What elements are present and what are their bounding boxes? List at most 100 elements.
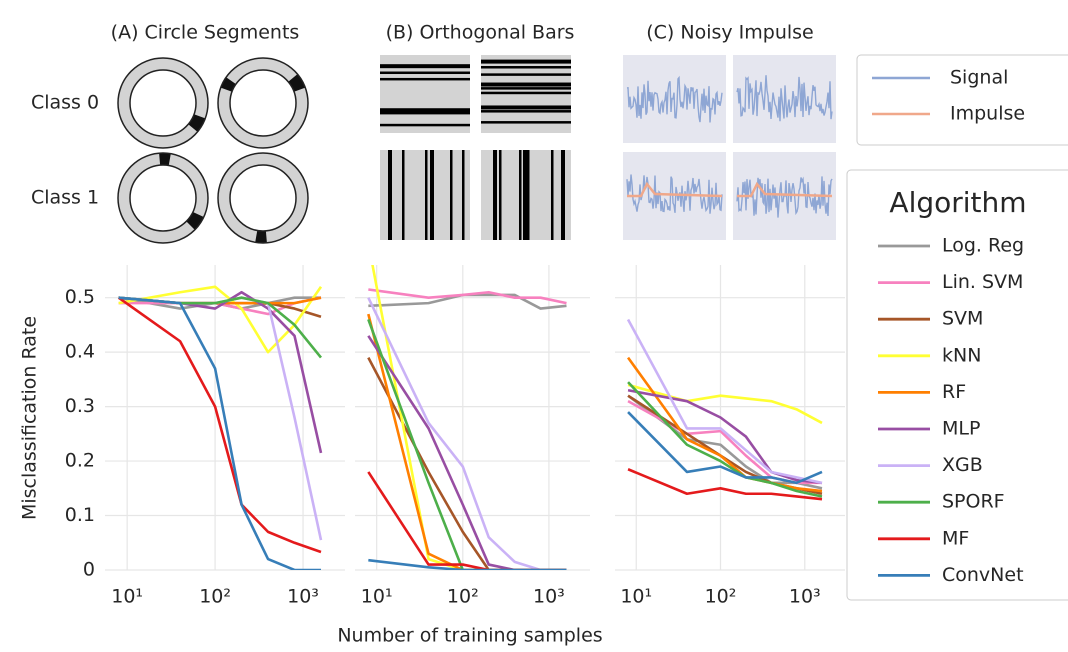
x-tick-label: 10¹	[620, 586, 652, 608]
series-line	[368, 293, 567, 310]
legend-label: XGB	[942, 454, 983, 476]
ring-edge	[117, 57, 209, 149]
stripe	[380, 111, 470, 115]
series-line	[118, 296, 321, 570]
legend-label: kNN	[942, 344, 981, 366]
stripe	[493, 150, 497, 240]
x-axis-label: Number of training samples	[337, 625, 602, 647]
legend-label: ConvNet	[942, 564, 1024, 586]
legend-label: Impulse	[950, 103, 1025, 125]
impulse	[737, 181, 833, 198]
ring-segment	[255, 230, 267, 243]
stripe	[388, 150, 392, 240]
panel-title: (A) Circle Segments	[111, 22, 300, 44]
series-line	[627, 388, 823, 485]
y-tick-label: 0.4	[65, 341, 95, 363]
ring-segment	[159, 153, 171, 166]
series-line	[367, 471, 567, 570]
panel-title: (B) Orthogonal Bars	[386, 22, 575, 44]
impulse	[627, 181, 723, 198]
stripe	[481, 105, 571, 110]
stripe	[481, 59, 571, 64]
illustrations	[117, 55, 836, 244]
row-label: Class 0	[31, 92, 99, 114]
y-axis-label: Misclassification Rate	[19, 316, 41, 520]
series-line	[118, 296, 323, 541]
stripe	[499, 150, 502, 240]
stripe	[380, 77, 470, 81]
x-tick-label: 10³	[533, 586, 565, 608]
stripe	[380, 108, 470, 113]
stripe	[551, 150, 554, 240]
signal	[626, 75, 723, 123]
legend-label: SVM	[942, 308, 983, 330]
series-line	[117, 296, 322, 554]
stripe	[380, 64, 470, 69]
ring-edge	[217, 57, 309, 149]
stripe	[430, 150, 434, 240]
x-tick-label: 10³	[287, 586, 319, 608]
stripe	[481, 121, 571, 124]
series-line	[367, 313, 567, 570]
ring-edge	[117, 152, 209, 244]
x-tick-label: 10²	[199, 586, 231, 608]
stripe	[481, 87, 571, 90]
ring	[118, 58, 208, 148]
stripe	[402, 150, 405, 240]
row-label: Class 1	[31, 187, 99, 209]
ring-segment	[288, 74, 306, 92]
ring-edge	[229, 69, 297, 137]
series-line	[627, 411, 823, 485]
ring-segment	[186, 211, 204, 230]
y-tick-label: 0.3	[65, 395, 95, 417]
x-tick-label: 10¹	[361, 586, 393, 608]
y-tick-label: 0.2	[65, 450, 95, 472]
stripe	[481, 73, 571, 76]
legend-label: MF	[942, 527, 969, 549]
legend-box	[846, 169, 1068, 601]
series-line	[627, 468, 823, 501]
y-tick-label: 0	[83, 559, 95, 581]
series-line	[367, 297, 567, 570]
stripe	[481, 66, 571, 69]
ring-edge	[229, 164, 297, 232]
stripe	[527, 150, 530, 240]
ring	[218, 58, 308, 148]
ring-segment	[188, 114, 206, 132]
x-tick-label: 10²	[447, 586, 479, 608]
stripe	[425, 150, 428, 240]
series-line	[367, 335, 567, 570]
stripe	[462, 150, 465, 240]
signal	[736, 75, 833, 122]
stripe	[561, 150, 565, 240]
series-line	[627, 356, 823, 493]
series-line	[367, 319, 567, 570]
series-line	[371, 265, 567, 570]
legend-label: RF	[942, 381, 966, 403]
stripe	[380, 123, 470, 127]
series-line	[367, 356, 567, 570]
legend-title: Algorithm	[889, 186, 1026, 219]
stripe	[481, 91, 571, 95]
y-tick-label: 0.5	[65, 286, 95, 308]
ring-segment	[220, 77, 237, 92]
ring-edge	[129, 164, 197, 232]
legend-label: MLP	[942, 418, 980, 440]
y-tick-label: 0.1	[65, 504, 95, 526]
stripe	[519, 150, 522, 240]
x-tick-label: 10³	[789, 586, 821, 608]
legend-label: SPORF	[942, 491, 1005, 513]
stripe	[523, 150, 527, 240]
x-tick-label: 10¹	[111, 586, 143, 608]
panel-title: (C) Noisy Impulse	[646, 22, 814, 44]
stripe	[380, 71, 470, 75]
ring-edge	[129, 69, 197, 137]
x-tick-label: 10²	[705, 586, 737, 608]
legend-label: Lin. SVM	[942, 271, 1023, 293]
ring-edge	[217, 152, 309, 244]
legend-label: Log. Reg	[942, 235, 1024, 257]
stripe	[481, 110, 571, 113]
stripe	[450, 150, 453, 240]
